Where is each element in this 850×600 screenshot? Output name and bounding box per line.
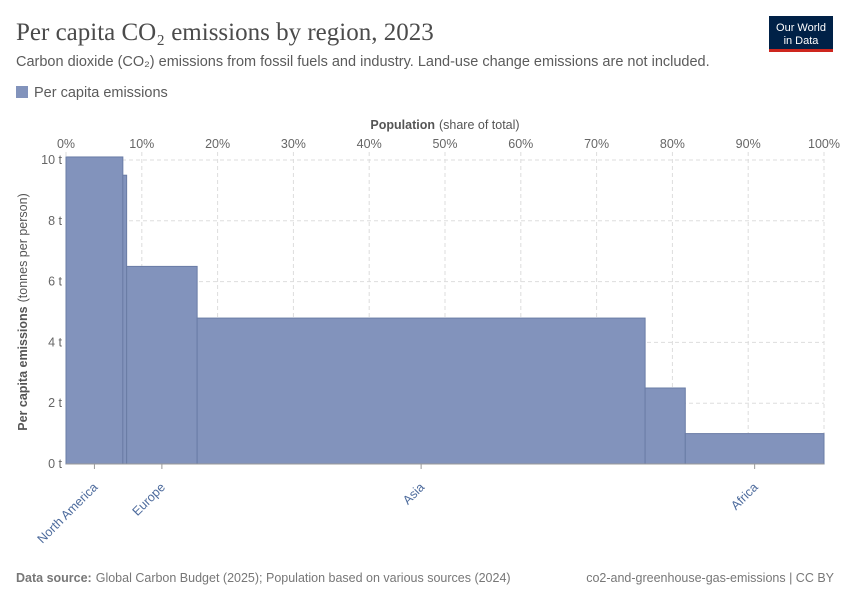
legend-swatch bbox=[16, 86, 28, 98]
y-axis-label: Per capita emissions (tonnes per person) bbox=[16, 193, 30, 430]
logo-text: Our World bbox=[776, 22, 826, 34]
x-tick-label: 20% bbox=[205, 137, 230, 151]
source-bold: Data source: bbox=[16, 571, 92, 585]
y-tick-label: 6 t bbox=[48, 275, 62, 289]
source-rest: Global Carbon Budget (2025); Population … bbox=[96, 571, 511, 585]
bar bbox=[644, 387, 686, 465]
y-axis-label-rest: (tonnes per person) bbox=[16, 193, 30, 302]
logo-bar bbox=[769, 49, 833, 52]
source: Data source: Global Carbon Budget (2025);… bbox=[16, 571, 511, 585]
y-tick-label: 4 t bbox=[48, 335, 62, 349]
legend-label: Per capita emissions bbox=[34, 85, 168, 101]
logo-text: in Data bbox=[784, 35, 820, 47]
x-axis-label: Population (share of total) bbox=[370, 118, 519, 132]
x-tick-label: 100% bbox=[808, 137, 840, 151]
chart-title: Per capita CO₂ emissions by region, 2023 bbox=[16, 19, 434, 46]
subtitle: Carbon dioxide (CO₂) emissions from foss… bbox=[16, 54, 710, 70]
bar bbox=[122, 174, 128, 465]
x-axis-label-bold: Population bbox=[370, 118, 435, 132]
x-tick-label: 30% bbox=[281, 137, 306, 151]
x-tick-label: 60% bbox=[508, 137, 533, 151]
bar bbox=[126, 265, 198, 465]
category-label: Africa bbox=[728, 480, 761, 513]
y-tick-label: 0 t bbox=[48, 457, 62, 471]
x-tick-label: 80% bbox=[660, 137, 685, 151]
x-tick-label: 0% bbox=[57, 137, 75, 151]
logo[interactable]: Our World in Data bbox=[769, 16, 833, 52]
bar bbox=[65, 156, 124, 465]
license: co2-and-greenhouse-gas-emissions | CC BY bbox=[586, 571, 834, 585]
x-tick-label: 50% bbox=[432, 137, 457, 151]
y-tick-label: 10 t bbox=[41, 153, 62, 167]
x-tick-label: 40% bbox=[357, 137, 382, 151]
category-label: Europe bbox=[130, 480, 168, 518]
x-axis-label-rest: (share of total) bbox=[439, 118, 520, 132]
x-tick-label: 70% bbox=[584, 137, 609, 151]
y-axis-label-bold: Per capita emissions bbox=[16, 306, 30, 430]
bar bbox=[196, 317, 646, 465]
category-label: North America bbox=[35, 480, 101, 546]
category-label: Asia bbox=[400, 480, 427, 507]
x-tick-label: 90% bbox=[736, 137, 761, 151]
y-tick-label: 8 t bbox=[48, 214, 62, 228]
y-tick-label: 2 t bbox=[48, 396, 62, 410]
bar bbox=[684, 433, 825, 465]
x-tick-label: 10% bbox=[129, 137, 154, 151]
logo-bg bbox=[769, 16, 833, 52]
